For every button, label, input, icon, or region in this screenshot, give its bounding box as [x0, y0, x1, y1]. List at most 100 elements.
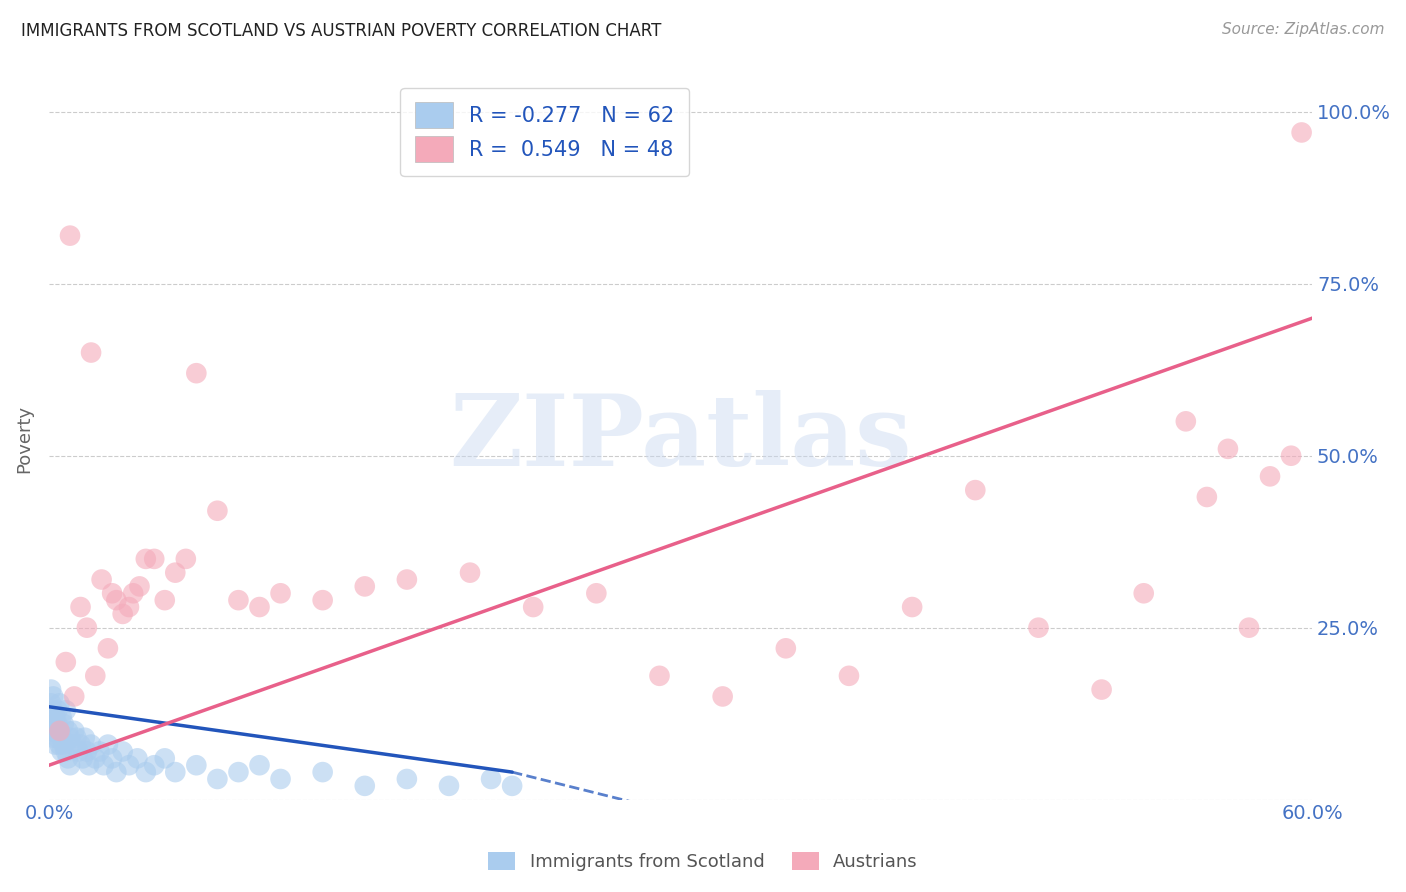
- Point: [51, 744, 73, 758]
- Point: [56, 751, 79, 765]
- Point: [105, 593, 128, 607]
- Point: [111, 744, 134, 758]
- Point: [73, 731, 96, 745]
- Point: [60, 738, 83, 752]
- Point: [90, 573, 112, 587]
- Point: [42, 690, 65, 704]
- Point: [93, 758, 115, 772]
- Point: [153, 751, 176, 765]
- Point: [311, 765, 333, 780]
- Point: [395, 772, 418, 786]
- Point: [39, 710, 62, 724]
- Point: [72, 751, 94, 765]
- Point: [143, 552, 166, 566]
- Point: [51, 710, 73, 724]
- Point: [65, 731, 87, 745]
- Point: [270, 586, 292, 600]
- Point: [46, 703, 69, 717]
- Point: [84, 751, 107, 765]
- Point: [52, 738, 75, 752]
- Point: [44, 710, 66, 724]
- Point: [143, 758, 166, 772]
- Text: Source: ZipAtlas.com: Source: ZipAtlas.com: [1222, 22, 1385, 37]
- Point: [135, 765, 157, 780]
- Point: [59, 758, 82, 772]
- Point: [48, 696, 70, 710]
- Point: [122, 586, 145, 600]
- Point: [105, 765, 128, 780]
- Point: [901, 600, 924, 615]
- Point: [437, 779, 460, 793]
- Point: [67, 744, 90, 758]
- Point: [585, 586, 607, 600]
- Legend: Immigrants from Scotland, Austrians: Immigrants from Scotland, Austrians: [481, 845, 925, 879]
- Point: [63, 723, 86, 738]
- Point: [1132, 586, 1154, 600]
- Point: [69, 738, 91, 752]
- Point: [118, 600, 141, 615]
- Point: [63, 690, 86, 704]
- Point: [52, 717, 75, 731]
- Point: [1091, 682, 1114, 697]
- Point: [76, 621, 98, 635]
- Point: [165, 765, 187, 780]
- Point: [127, 751, 149, 765]
- Point: [1028, 621, 1050, 635]
- Point: [48, 723, 70, 738]
- Point: [59, 731, 82, 745]
- Text: IMMIGRANTS FROM SCOTLAND VS AUSTRIAN POVERTY CORRELATION CHART: IMMIGRANTS FROM SCOTLAND VS AUSTRIAN POV…: [21, 22, 661, 40]
- Point: [51, 731, 73, 745]
- Point: [501, 779, 523, 793]
- Point: [46, 717, 69, 731]
- Point: [97, 641, 120, 656]
- Point: [135, 552, 157, 566]
- Point: [42, 703, 65, 717]
- Point: [965, 483, 987, 497]
- Point: [59, 228, 82, 243]
- Point: [479, 772, 502, 786]
- Legend: R = -0.277   N = 62, R =  0.549   N = 48: R = -0.277 N = 62, R = 0.549 N = 48: [401, 87, 689, 177]
- Point: [101, 586, 124, 600]
- Point: [89, 744, 111, 758]
- Point: [44, 723, 66, 738]
- Point: [270, 772, 292, 786]
- Point: [311, 593, 333, 607]
- Point: [165, 566, 187, 580]
- Point: [1291, 126, 1313, 140]
- Point: [39, 682, 62, 697]
- Point: [42, 717, 65, 731]
- Point: [76, 744, 98, 758]
- Point: [1237, 621, 1260, 635]
- Point: [84, 669, 107, 683]
- Point: [111, 607, 134, 621]
- Point: [353, 579, 375, 593]
- Point: [174, 552, 197, 566]
- Point: [353, 779, 375, 793]
- Point: [838, 669, 860, 683]
- Point: [101, 751, 124, 765]
- Point: [186, 758, 208, 772]
- Point: [48, 723, 70, 738]
- Point: [55, 655, 77, 669]
- Point: [39, 696, 62, 710]
- Point: [42, 731, 65, 745]
- Point: [128, 579, 150, 593]
- Point: [39, 723, 62, 738]
- Point: [1279, 449, 1302, 463]
- Y-axis label: Poverty: Poverty: [15, 404, 32, 473]
- Point: [249, 600, 271, 615]
- Point: [395, 573, 418, 587]
- Point: [44, 738, 66, 752]
- Point: [56, 723, 79, 738]
- Point: [55, 744, 77, 758]
- Point: [522, 600, 544, 615]
- Point: [1174, 414, 1197, 428]
- Point: [69, 600, 91, 615]
- Point: [153, 593, 176, 607]
- Text: ZIPatlas: ZIPatlas: [450, 390, 912, 487]
- Point: [46, 731, 69, 745]
- Point: [55, 703, 77, 717]
- Point: [48, 738, 70, 752]
- Point: [207, 504, 229, 518]
- Point: [118, 758, 141, 772]
